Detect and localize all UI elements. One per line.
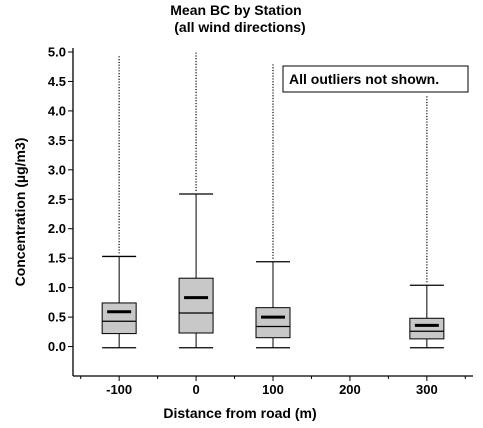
x-tick-label: 0 <box>192 382 199 397</box>
y-tick-label: 1.0 <box>48 280 66 295</box>
x-tick-label: 200 <box>339 382 361 397</box>
note-text: All outliers not shown. <box>289 71 439 87</box>
y-tick-label: 5.0 <box>48 45 66 60</box>
box-iqr <box>409 317 445 340</box>
y-tick-label: 2.0 <box>48 221 66 236</box>
box-group <box>101 54 137 349</box>
y-tick-label: 1.5 <box>48 251 66 266</box>
x-tick-label: -100 <box>106 382 132 397</box>
y-tick-label: 0.5 <box>48 310 66 325</box>
chart-title: Mean BC by Station <box>170 2 301 18</box>
x-tick-label: 100 <box>262 382 284 397</box>
chart-subtitle: (all wind directions) <box>174 19 305 35</box>
box-group <box>409 96 445 349</box>
x-axis-label: Distance from road (m) <box>163 405 316 421</box>
x-tick-label: 300 <box>416 382 438 397</box>
box-iqr <box>101 302 137 335</box>
box-iqr <box>178 277 214 334</box>
y-tick-label: 0.0 <box>48 339 66 354</box>
note-box <box>282 65 469 93</box>
box-iqr <box>255 307 291 339</box>
box-group <box>178 52 214 349</box>
y-tick-label: 4.0 <box>48 103 66 118</box>
box-series <box>101 52 445 349</box>
y-tick-label: 3.5 <box>48 133 66 148</box>
y-tick-label: 3.0 <box>48 162 66 177</box>
y-axis-label: Concentration (µg/m3) <box>12 138 28 287</box>
axis-ticks: 0.0 0.5 1.0 1.5 2.0 2.5 3.0 3.5 4.0 4.5 5.0 -100 0 10… <box>48 45 466 397</box>
y-tick-label: 4.5 <box>48 74 66 89</box>
box-group <box>255 63 291 349</box>
y-tick-label: 2.5 <box>48 192 66 207</box>
